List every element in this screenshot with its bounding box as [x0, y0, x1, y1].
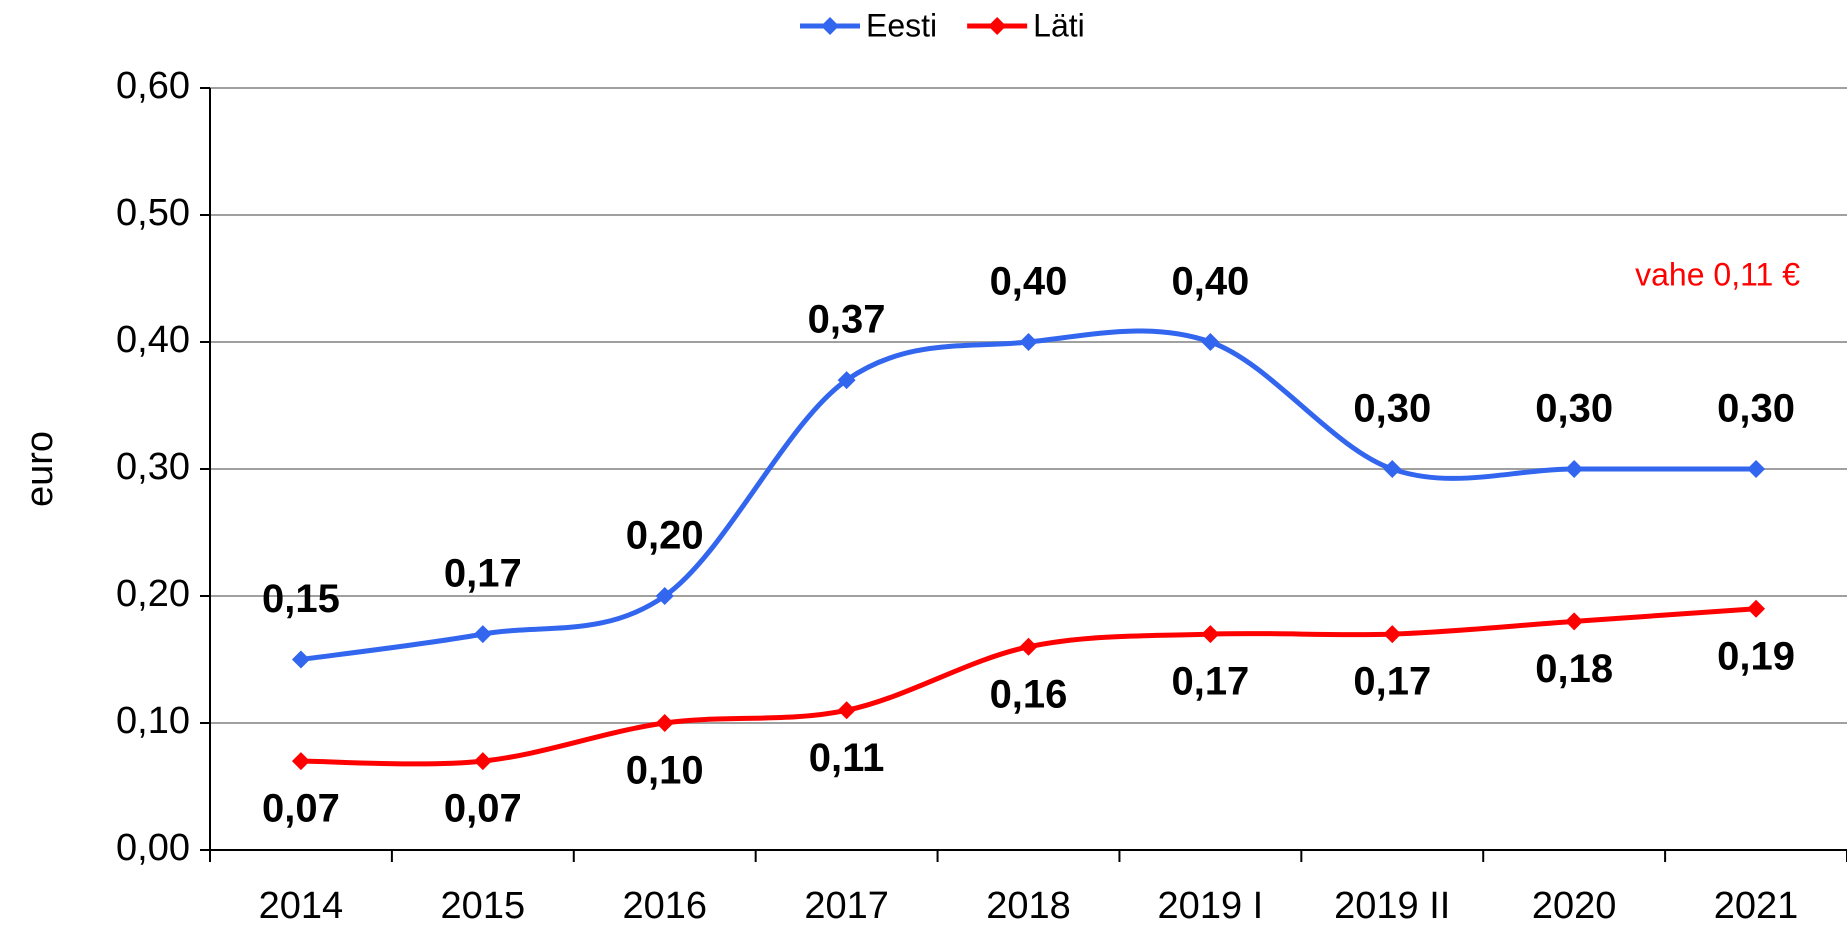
series-line: [300, 328, 1757, 662]
x-tick-label: 2018: [986, 885, 1071, 927]
y-tick-label: 0,00: [116, 827, 190, 869]
x-tick-label: 2016: [622, 885, 707, 927]
marker: [655, 714, 674, 732]
data-label: 0,30: [1717, 387, 1795, 431]
x-tick-label: 2019 II: [1334, 885, 1450, 927]
marker: [837, 701, 856, 720]
y-tick-label: 0,30: [116, 446, 190, 488]
x-tick-label: 2015: [441, 885, 526, 927]
marker: [1019, 333, 1038, 351]
y-tick-label: 0,60: [116, 65, 190, 107]
y-tick-label: 0,20: [116, 573, 190, 615]
marker: [1565, 460, 1584, 478]
marker: [1201, 625, 1220, 644]
data-label: 0,19: [1717, 634, 1795, 678]
marker: [473, 752, 492, 771]
data-label: 0,10: [626, 749, 704, 793]
data-label: 0,07: [444, 787, 522, 831]
x-tick-label: 2014: [259, 885, 344, 927]
data-label: 0,07: [262, 787, 340, 831]
data-label: 0,17: [1171, 660, 1249, 704]
marker: [1747, 460, 1766, 478]
legend-marker: [988, 17, 1007, 35]
legend-label: Läti: [1033, 7, 1085, 43]
data-label: 0,30: [1353, 387, 1431, 431]
x-tick-label: 2019 I: [1158, 885, 1264, 927]
data-label: 0,15: [262, 577, 340, 621]
marker: [473, 625, 492, 644]
marker: [291, 752, 310, 771]
data-label: 0,17: [1353, 660, 1431, 704]
annotation: vahe 0,11 €: [1635, 256, 1800, 292]
marker: [1383, 460, 1402, 478]
marker: [655, 587, 674, 605]
data-label: 0,17: [444, 552, 522, 596]
y-tick-label: 0,50: [116, 192, 190, 234]
x-tick-label: 2021: [1714, 885, 1799, 927]
data-label: 0,30: [1535, 387, 1613, 431]
legend-label: Eesti: [866, 7, 937, 43]
legend-marker: [821, 17, 839, 35]
marker: [1201, 333, 1220, 351]
data-label: 0,40: [990, 260, 1068, 304]
y-axis-label: euro: [19, 431, 61, 507]
data-label: 0,20: [626, 514, 704, 558]
data-label: 0,18: [1535, 647, 1613, 691]
data-label: 0,37: [808, 298, 886, 342]
x-tick-label: 2017: [804, 885, 889, 927]
data-label: 0,11: [809, 736, 885, 780]
marker: [1383, 625, 1402, 644]
x-tick-label: 2020: [1532, 885, 1617, 927]
marker: [1019, 637, 1038, 656]
marker: [837, 371, 856, 390]
y-tick-label: 0,40: [116, 319, 190, 361]
data-label: 0,16: [990, 672, 1068, 716]
y-tick-label: 0,10: [116, 700, 190, 742]
marker: [1565, 612, 1584, 631]
marker: [1747, 599, 1766, 618]
marker: [291, 650, 310, 669]
data-label: 0,40: [1171, 260, 1249, 304]
